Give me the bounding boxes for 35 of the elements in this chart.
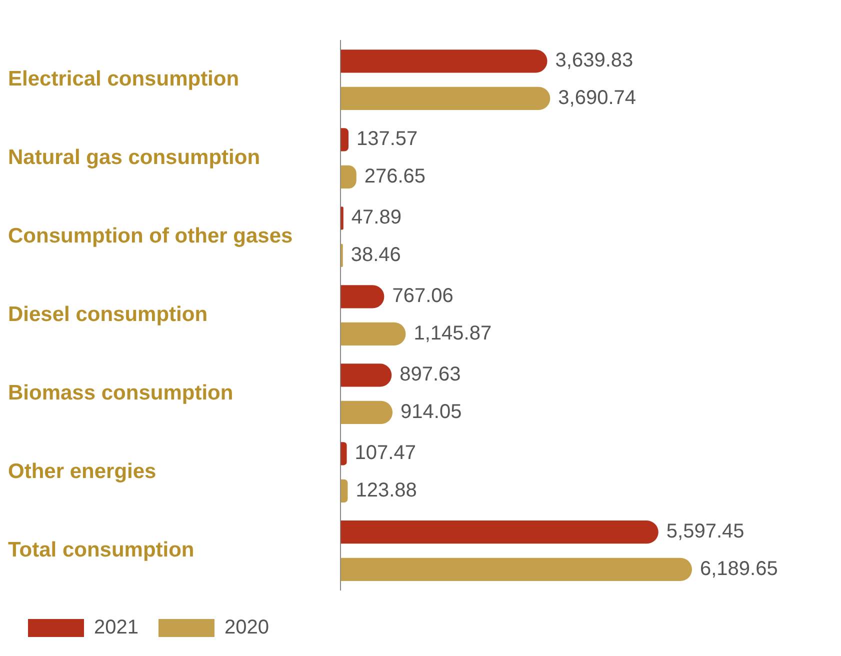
bar (340, 400, 393, 424)
data-label: 38.46 (350, 244, 401, 266)
y-tick-label: Biomass consumption (8, 382, 234, 405)
bar (340, 520, 658, 544)
bar (340, 322, 406, 346)
y-tick-label: Electrical consumption (8, 68, 240, 91)
y-tick-label: Other energies (8, 460, 156, 484)
bar (340, 50, 548, 73)
bar (340, 558, 692, 581)
data-label: 767.06 (392, 285, 454, 308)
data-label: 3,639.83 (555, 50, 634, 72)
bar (340, 364, 392, 387)
data-label: 47.89 (351, 206, 402, 229)
data-label: 897.63 (400, 364, 461, 386)
data-label: 107.47 (354, 442, 416, 464)
data-label: 123.88 (356, 479, 417, 502)
bar (340, 285, 384, 308)
legend-label: 2020 (224, 616, 269, 639)
bar (340, 442, 347, 466)
y-tick-label: Natural gas consumption (8, 146, 260, 170)
data-label: 137.57 (356, 128, 418, 150)
bar (340, 479, 348, 502)
legend-label: 2021 (94, 616, 138, 639)
data-label: 276.65 (364, 165, 426, 188)
data-label: 1,145.87 (414, 322, 492, 344)
data-label: 3,690.74 (558, 87, 636, 109)
bar (340, 206, 344, 230)
bar (340, 86, 550, 110)
y-tick-label: Consumption of other gases (8, 224, 293, 248)
data-label: 5,597.45 (666, 520, 744, 543)
data-label: 914.05 (400, 400, 462, 423)
bar (340, 128, 348, 152)
y-tick-label: Diesel consumption (8, 303, 208, 326)
y-tick-label: Total consumption (8, 538, 194, 562)
data-label: 6,189.65 (700, 558, 778, 580)
